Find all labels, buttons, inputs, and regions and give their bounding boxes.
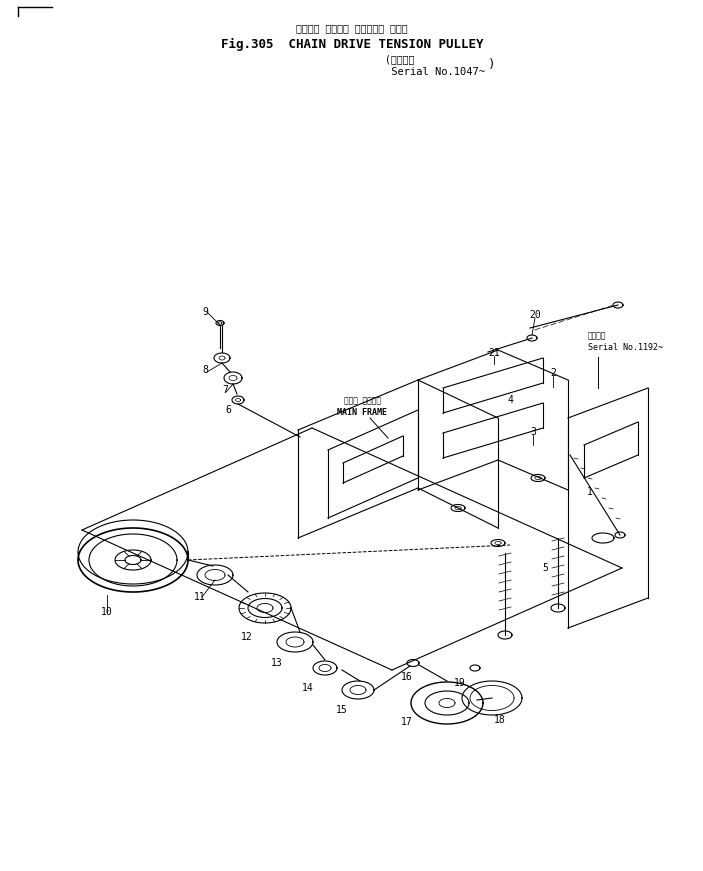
Text: ): )	[488, 58, 496, 71]
Text: 9: 9	[202, 307, 208, 317]
Text: 16: 16	[401, 672, 413, 682]
Text: Serial No.1047~: Serial No.1047~	[385, 67, 485, 77]
Text: (適用号機: (適用号機	[385, 54, 414, 64]
Text: 17: 17	[401, 717, 413, 727]
Text: MAIN FRAME: MAIN FRAME	[337, 408, 387, 417]
Text: 適用号機: 適用号機	[588, 331, 607, 340]
Text: 21: 21	[488, 348, 500, 358]
Text: メイン フレーム: メイン フレーム	[344, 396, 380, 405]
Text: 20: 20	[529, 310, 541, 320]
Text: 4: 4	[507, 395, 513, 405]
Text: チェーン ドライブ テンション プーリ: チェーン ドライブ テンション プーリ	[296, 23, 408, 33]
Text: Fig.305  CHAIN DRIVE TENSION PULLEY: Fig.305 CHAIN DRIVE TENSION PULLEY	[221, 37, 483, 51]
Text: 13: 13	[271, 658, 283, 668]
Text: Serial No.1192~: Serial No.1192~	[588, 343, 663, 352]
Text: 10: 10	[101, 607, 113, 617]
Text: 5: 5	[542, 563, 548, 573]
Text: 19: 19	[454, 678, 466, 688]
Text: 2: 2	[550, 368, 556, 378]
Text: 8: 8	[202, 365, 208, 375]
Text: 7: 7	[222, 385, 228, 395]
Text: 12: 12	[241, 632, 253, 642]
Text: 3: 3	[530, 427, 536, 437]
Text: 18: 18	[494, 715, 506, 725]
Text: 6: 6	[225, 405, 231, 415]
Text: 1: 1	[587, 487, 593, 497]
Text: 14: 14	[302, 683, 314, 693]
Text: 15: 15	[336, 705, 348, 715]
Text: 11: 11	[194, 592, 206, 602]
